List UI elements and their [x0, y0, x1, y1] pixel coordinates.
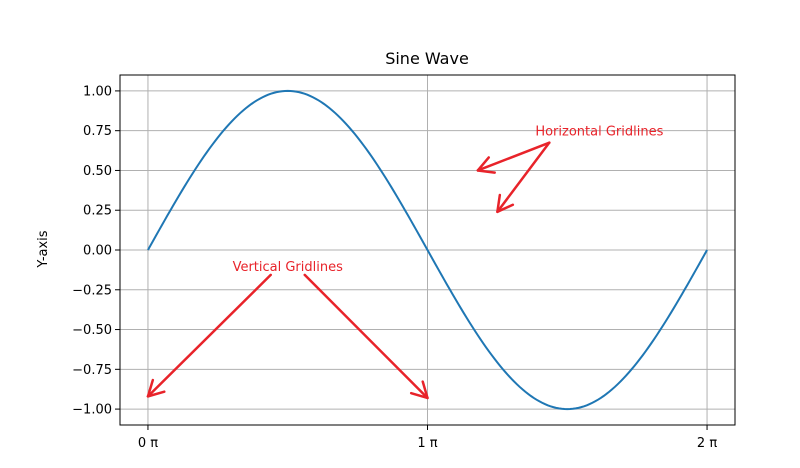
annotation-arrow-head — [476, 156, 496, 174]
annotation-arrow-head — [409, 380, 429, 400]
annotation-arrow-shaft — [476, 141, 551, 172]
y-tick-label: −0.25 — [72, 283, 112, 298]
y-tick-label: 0.50 — [83, 164, 112, 179]
annotation-arrow-shaft — [146, 273, 272, 398]
y-axis-label: Y-axis — [36, 230, 51, 268]
y-tick-label: −0.75 — [72, 363, 112, 378]
annotation-arrow-shaft — [496, 141, 551, 214]
chart-title: Sine Wave — [385, 49, 469, 68]
annotation-layer: Horizontal Gridlines Vertical Gridlines — [146, 125, 664, 400]
annotation-label: Horizontal Gridlines — [535, 125, 663, 140]
y-tick-label: 0.75 — [83, 124, 112, 139]
annotation-arrow-head — [146, 378, 166, 398]
y-tick-label: −0.50 — [72, 323, 112, 338]
annotation-label: Vertical Gridlines — [233, 260, 344, 275]
axes-layer: 0 π 1 π 2 π 1.00 0.75 0.50 0.25 0.00 −0.25 −0.50 −… — [72, 74, 736, 451]
y-tick-label: 0.25 — [83, 204, 112, 219]
series-line — [147, 89, 708, 411]
x-tick-label: 1 π — [417, 436, 437, 451]
annotation-arrow-shaft — [303, 273, 429, 400]
annotation-arrow-head — [496, 193, 515, 214]
y-tick-label: 1.00 — [83, 84, 112, 99]
y-tick-label: 0.00 — [83, 244, 112, 259]
y-tick-label: −1.00 — [72, 403, 112, 418]
x-tick-label: 0 π — [138, 436, 158, 451]
x-tick-label: 2 π — [697, 436, 717, 451]
series-layer — [147, 89, 708, 411]
